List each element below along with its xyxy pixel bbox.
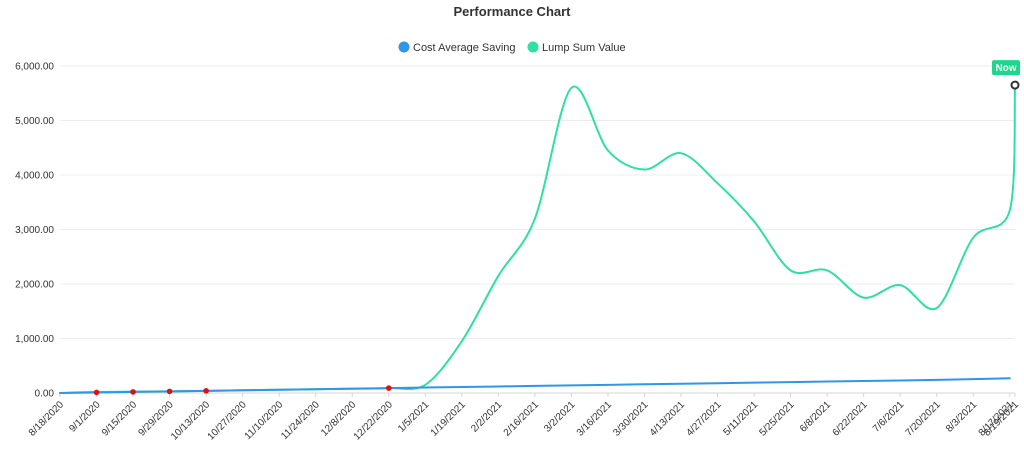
y-tick-label: 2,000.00 bbox=[15, 280, 54, 291]
x-tick-label: 10/27/2020 bbox=[206, 399, 249, 442]
y-gridlines bbox=[60, 65, 1015, 394]
x-tick-label: 9/15/2020 bbox=[100, 399, 140, 439]
legend-item: Lump Sum Value bbox=[527, 41, 626, 54]
x-tick-label: 3/30/2021 bbox=[611, 399, 651, 439]
investment-marker bbox=[385, 385, 392, 391]
legend-swatch bbox=[398, 41, 410, 53]
x-tick-label: 12/22/2020 bbox=[352, 399, 395, 442]
x-tick-label: 1/5/2021 bbox=[396, 399, 432, 435]
investment-marker bbox=[130, 389, 136, 395]
x-tick-label: 1/19/2021 bbox=[429, 399, 469, 439]
x-tick-label: 4/27/2021 bbox=[684, 399, 724, 439]
y-tick-label: 5,000.00 bbox=[15, 116, 54, 127]
investment-markers bbox=[93, 385, 392, 396]
now-label: Now bbox=[995, 63, 1016, 74]
investment-marker bbox=[203, 388, 209, 394]
x-tick-label: 3/2/2021 bbox=[542, 399, 578, 435]
x-tick-label: 7/6/2021 bbox=[871, 399, 907, 435]
x-tick-label: 11/24/2020 bbox=[279, 399, 322, 442]
x-tick-label: 2/2/2021 bbox=[469, 399, 505, 435]
legend-label: Lump Sum Value bbox=[542, 42, 626, 54]
legend-swatch bbox=[527, 41, 539, 53]
y-tick-label: 6,000.00 bbox=[15, 62, 54, 73]
x-tick-label: 5/25/2021 bbox=[757, 399, 797, 439]
investment-marker bbox=[166, 388, 173, 395]
x-axis-ticks: 8/18/2020 9/1/20209/15/20209/29/202010/13… bbox=[27, 393, 1021, 443]
legend-item: Cost Average Saving bbox=[398, 41, 516, 54]
y-tick-label: 0.00 bbox=[35, 389, 55, 400]
x-tick-label: 4/13/2021 bbox=[648, 399, 688, 439]
now-annotation: Now bbox=[992, 60, 1020, 90]
chart-legend: Cost Average Saving Lump Sum Value bbox=[398, 41, 626, 54]
x-tick-label: 8/3/2021 bbox=[944, 399, 980, 435]
now-point bbox=[1010, 80, 1020, 90]
y-tick-label: 4,000.00 bbox=[15, 171, 54, 182]
investment-marker bbox=[93, 389, 100, 396]
y-axis-ticks: 0.00 1,000.00 2,000.00 3,000.00 4,000.00 5,00… bbox=[15, 62, 54, 400]
now-badge bbox=[992, 60, 1020, 76]
x-tick-label: 9/1/2020 bbox=[67, 399, 103, 435]
x-tick-label: 6/22/2021 bbox=[831, 399, 871, 439]
cost-average-saving-line bbox=[59, 377, 1011, 394]
x-tick-label: 2/16/2021 bbox=[502, 399, 542, 439]
y-tick-label: 1,000.00 bbox=[15, 334, 54, 345]
legend-label: Cost Average Saving bbox=[413, 42, 516, 54]
x-tick-label: 7/20/2021 bbox=[904, 399, 944, 439]
y-tick-label: 3,000.00 bbox=[15, 225, 54, 236]
x-tick-label: 3/16/2021 bbox=[575, 399, 615, 439]
lump-sum-value-line bbox=[59, 84, 1016, 394]
x-tick-label: 6/8/2021 bbox=[798, 399, 834, 435]
x-tick-label: 5/11/2021 bbox=[721, 399, 760, 438]
chart-title: Performance Chart bbox=[453, 4, 571, 19]
x-tick-label: 8/18/2020 bbox=[27, 399, 67, 439]
